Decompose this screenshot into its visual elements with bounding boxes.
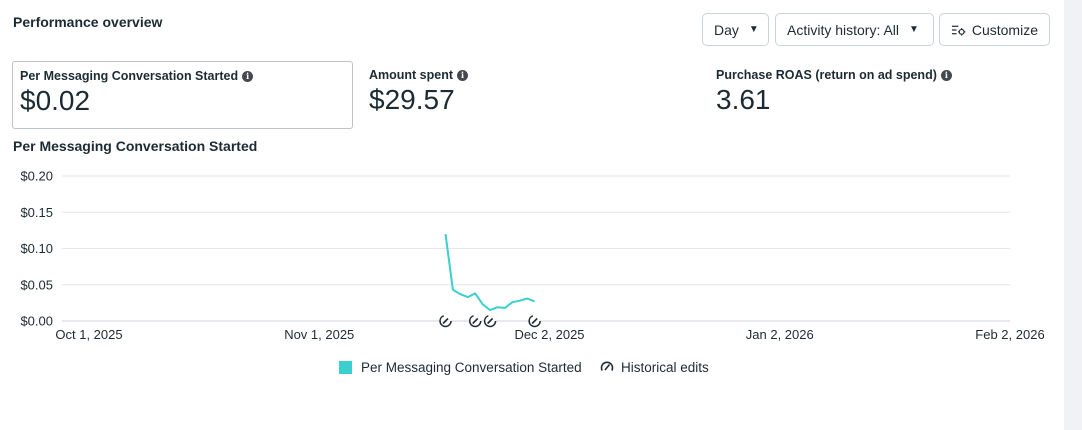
y-tick-label: $0.15 xyxy=(20,205,53,220)
historical-edit-marker[interactable] xyxy=(468,314,482,328)
activity-history-label: Activity history: All xyxy=(787,21,900,38)
swatch-icon xyxy=(339,360,352,374)
x-tick-label: Oct 1, 2025 xyxy=(55,327,122,342)
y-tick-label: $0.05 xyxy=(20,277,53,292)
customize-button[interactable]: Customize xyxy=(939,13,1050,46)
metric-card-cost-per-conversation[interactable]: Per Messaging Conversation Started i $0.… xyxy=(12,61,353,129)
y-tick-label: $0.20 xyxy=(20,169,53,184)
historical-edit-marker[interactable] xyxy=(528,314,541,328)
x-tick-label: Nov 1, 2025 xyxy=(284,327,354,342)
metric-value: $29.57 xyxy=(369,84,455,115)
chart-title: Per Messaging Conversation Started xyxy=(13,138,258,154)
legend-label: Historical edits xyxy=(621,359,709,375)
scroll-gutter xyxy=(1064,0,1082,430)
historical-edit-marker[interactable] xyxy=(483,314,497,328)
info-icon[interactable]: i xyxy=(242,70,254,82)
metric-label: Amount spent xyxy=(369,68,454,82)
series-line xyxy=(444,233,535,312)
caret-down-icon: ▼ xyxy=(748,23,759,35)
panel-title: Performance overview xyxy=(13,14,163,30)
day-dropdown-label: Day xyxy=(714,21,739,38)
customize-icon xyxy=(951,25,966,36)
metric-card-amount-spent[interactable]: Amount spent i $29.57 xyxy=(362,61,662,129)
x-tick-label: Jan 2, 2026 xyxy=(746,327,814,342)
legend-item-series[interactable]: Per Messaging Conversation Started xyxy=(339,357,582,377)
x-tick-label: Feb 2, 2026 xyxy=(975,327,1044,342)
x-tick-label: Dec 2, 2025 xyxy=(514,327,584,342)
legend-item-historical-edits[interactable]: Historical edits xyxy=(599,357,709,377)
legend-label: Per Messaging Conversation Started xyxy=(361,359,582,375)
activity-history-dropdown[interactable]: Activity history: All ▼ xyxy=(775,13,934,46)
day-dropdown[interactable]: Day ▼ xyxy=(702,13,769,46)
y-tick-label: $0.00 xyxy=(20,314,53,329)
info-icon[interactable]: i xyxy=(940,69,952,81)
y-tick-label: $0.10 xyxy=(20,241,53,256)
caret-down-icon: ▼ xyxy=(909,23,919,35)
historical-edit-marker[interactable] xyxy=(439,314,452,328)
metric-card-purchase-roas[interactable]: Purchase ROAS (return on ad spend) i 3.6… xyxy=(709,61,1029,129)
metric-value: 3.61 xyxy=(716,84,771,115)
historical-edits-icon xyxy=(600,361,614,371)
info-icon[interactable]: i xyxy=(457,69,469,81)
metric-label: Purchase ROAS (return on ad spend) xyxy=(716,68,937,82)
customize-label: Customize xyxy=(971,21,1038,38)
metric-value: $0.02 xyxy=(20,85,91,116)
metric-label: Per Messaging Conversation Started xyxy=(20,69,239,83)
